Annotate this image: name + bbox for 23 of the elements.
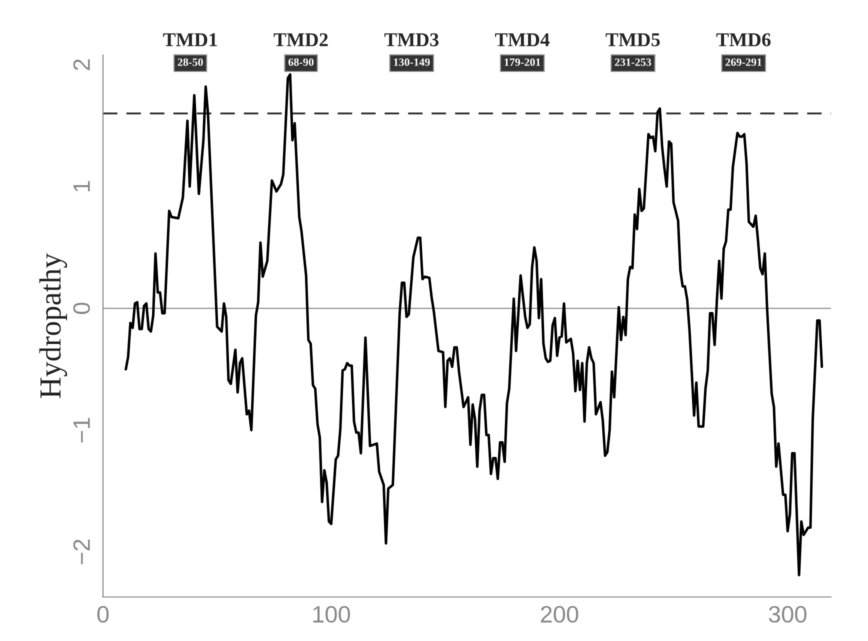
y-tick-label: −2 bbox=[73, 540, 90, 564]
line-series bbox=[124, 73, 824, 576]
text: TMD6 bbox=[716, 33, 771, 46]
x-tick-label: 300 bbox=[768, 606, 806, 623]
text: TMD5 bbox=[606, 33, 660, 46]
text: TMD4 bbox=[495, 33, 550, 46]
annotation: 269-291 bbox=[726, 58, 762, 66]
annotation: 130-149 bbox=[394, 58, 430, 66]
annotation: 68-90 bbox=[288, 58, 314, 66]
x-tick-label: 200 bbox=[540, 606, 578, 623]
text: TMD1 bbox=[163, 33, 217, 46]
annotation: 28-50 bbox=[178, 58, 203, 66]
text: TMD3 bbox=[384, 33, 439, 46]
y-tick-label: 0 bbox=[73, 302, 90, 314]
text: TMD2 bbox=[274, 33, 328, 46]
annotation: 179-201 bbox=[504, 58, 540, 66]
y-tick-label: 2 bbox=[73, 59, 90, 70]
annotation: 231-253 bbox=[614, 58, 652, 66]
y-tick-label: 1 bbox=[74, 181, 90, 192]
x-tick-label: 100 bbox=[313, 606, 350, 623]
y-axis-title: Hydropathy bbox=[39, 253, 68, 398]
x-tick-label: 0 bbox=[97, 606, 109, 623]
y-tick-label: −1 bbox=[74, 418, 90, 442]
